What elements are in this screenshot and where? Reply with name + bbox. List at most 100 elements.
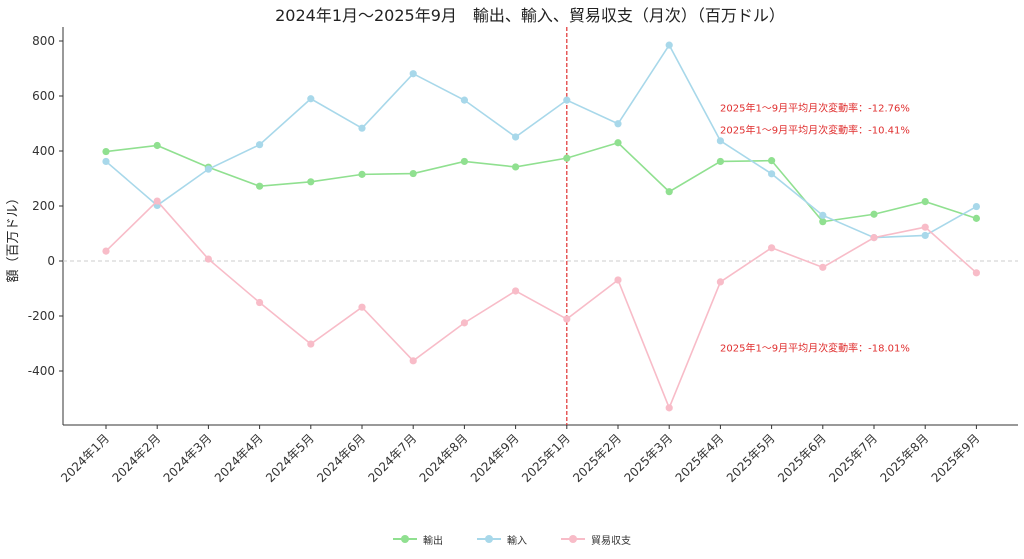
data-point-trade-balance[interactable]: [972, 269, 981, 277]
legend-label-exports: 輸出: [423, 535, 443, 547]
data-point-trade-balance[interactable]: [511, 287, 520, 295]
data-point-imports[interactable]: [256, 141, 264, 149]
data-point-imports[interactable]: [307, 95, 315, 103]
x-tick-label: 2024年5月: [263, 431, 317, 485]
y-tick-label: 200: [32, 199, 55, 213]
x-tick-label: 2025年2月: [570, 431, 624, 485]
axes: 8006004002000-200-4002024年1月2024年2月2024年…: [28, 27, 1018, 485]
legend-item-exports[interactable]: 輸出: [393, 530, 443, 548]
x-tick-label: 2024年7月: [365, 431, 419, 485]
y-tick-label: 400: [32, 144, 55, 158]
annotation-text: 2025年1～9月平均月次変動率：-18.01%: [720, 341, 910, 354]
legend-item-imports[interactable]: 輸入: [477, 530, 527, 548]
x-tick-label: 2024年3月: [161, 431, 215, 485]
annotation-text: 2025年1～9月平均月次変動率：-12.76%: [720, 101, 910, 114]
data-point-exports[interactable]: [563, 154, 571, 162]
series-line-imports: [105, 43, 977, 239]
data-point-trade-balance[interactable]: [819, 263, 827, 271]
data-point-imports[interactable]: [563, 96, 571, 104]
data-point-trade-balance[interactable]: [102, 247, 110, 255]
x-tick-label: 2025年7月: [826, 431, 880, 485]
data-point-trade-balance[interactable]: [921, 223, 929, 231]
x-tick-label: 2024年1月: [58, 431, 112, 485]
y-tick-label: 800: [32, 34, 55, 48]
data-point-imports[interactable]: [614, 120, 622, 128]
x-tick-label: 2025年9月: [929, 431, 983, 485]
data-point-exports[interactable]: [307, 178, 315, 186]
legend-label-trade-balance: 貿易収支: [591, 535, 631, 547]
x-tick-label: 2024年2月: [109, 431, 163, 485]
data-point-trade-balance[interactable]: [204, 255, 212, 263]
data-point-trade-balance[interactable]: [409, 357, 417, 365]
data-point-exports[interactable]: [358, 170, 366, 178]
series-line-trade-balance: [105, 199, 977, 410]
data-point-exports[interactable]: [153, 141, 161, 150]
data-point-trade-balance[interactable]: [614, 276, 622, 284]
data-point-exports[interactable]: [256, 182, 264, 190]
x-tick-label: 2024年4月: [212, 431, 266, 485]
x-tick-label: 2025年3月: [621, 431, 675, 485]
data-point-imports[interactable]: [921, 231, 929, 240]
data-point-imports[interactable]: [716, 137, 725, 145]
data-point-imports[interactable]: [972, 202, 981, 211]
data-point-exports[interactable]: [665, 188, 673, 196]
data-point-trade-balance[interactable]: [307, 340, 315, 348]
x-tick-label: 2024年9月: [468, 431, 522, 485]
x-tick-label: 2025年6月: [775, 431, 829, 485]
data-point-exports[interactable]: [614, 139, 622, 147]
x-tick-label: 2025年4月: [673, 431, 727, 485]
legend-swatch-trade-balance: [561, 534, 585, 544]
y-tick-label: -200: [28, 309, 55, 323]
data-point-exports[interactable]: [716, 157, 725, 166]
data-point-exports[interactable]: [768, 157, 776, 165]
data-point-trade-balance[interactable]: [460, 319, 468, 327]
data-point-trade-balance[interactable]: [665, 404, 673, 412]
data-point-exports[interactable]: [511, 163, 520, 171]
y-tick-label: 600: [32, 89, 55, 103]
data-point-exports[interactable]: [460, 157, 468, 166]
data-point-trade-balance[interactable]: [563, 315, 571, 323]
data-point-exports[interactable]: [409, 169, 417, 178]
x-tick-label: 2024年8月: [417, 431, 471, 485]
data-point-trade-balance[interactable]: [256, 298, 264, 307]
legend-swatch-imports: [477, 534, 501, 544]
data-point-trade-balance[interactable]: [716, 278, 725, 286]
legend-swatch-exports: [393, 534, 417, 544]
data-point-imports[interactable]: [665, 41, 673, 49]
y-tick-label: 0: [47, 254, 55, 268]
y-tick-label: -400: [28, 364, 55, 378]
data-point-trade-balance[interactable]: [358, 303, 366, 311]
data-point-exports[interactable]: [102, 147, 110, 156]
y-axis-label: 額（百万ドル）: [6, 191, 21, 282]
data-point-imports[interactable]: [460, 96, 468, 104]
series-imports: [102, 41, 981, 242]
data-point-imports[interactable]: [819, 211, 827, 219]
x-tick-label: 2025年5月: [724, 431, 778, 485]
data-point-trade-balance[interactable]: [768, 244, 776, 252]
data-point-trade-balance[interactable]: [153, 197, 161, 205]
chart-title: 2024年1月～2025年9月 輸出、輸入、貿易収支（月次）（百万ドル）: [275, 6, 785, 25]
annotation-layer: 2025年1～9月平均月次変動率：-12.76% 2025年1～9月平均月次変動率…: [720, 101, 910, 354]
series-layer: [102, 41, 981, 412]
data-point-imports[interactable]: [768, 170, 776, 178]
x-tick-label: 2025年1月: [519, 431, 573, 485]
data-point-imports[interactable]: [358, 124, 366, 132]
data-point-imports[interactable]: [204, 165, 212, 173]
legend-item-trade-balance[interactable]: 貿易収支: [561, 530, 631, 548]
data-point-exports[interactable]: [819, 218, 827, 226]
series-trade-balance: [102, 197, 981, 412]
x-tick-label: 2025年8月: [877, 431, 931, 485]
data-point-trade-balance[interactable]: [870, 234, 878, 242]
series-line-exports: [105, 141, 977, 223]
legend: 輸出 輸入 貿易収支: [0, 530, 1024, 548]
legend-label-imports: 輸入: [507, 535, 527, 547]
series-exports: [102, 139, 981, 226]
data-point-imports[interactable]: [102, 157, 110, 166]
data-point-exports[interactable]: [972, 214, 981, 222]
data-point-imports[interactable]: [409, 70, 417, 78]
data-point-imports[interactable]: [511, 133, 520, 141]
data-point-exports[interactable]: [870, 210, 878, 218]
x-tick-label: 2024年6月: [314, 431, 368, 485]
data-point-exports[interactable]: [921, 198, 929, 206]
